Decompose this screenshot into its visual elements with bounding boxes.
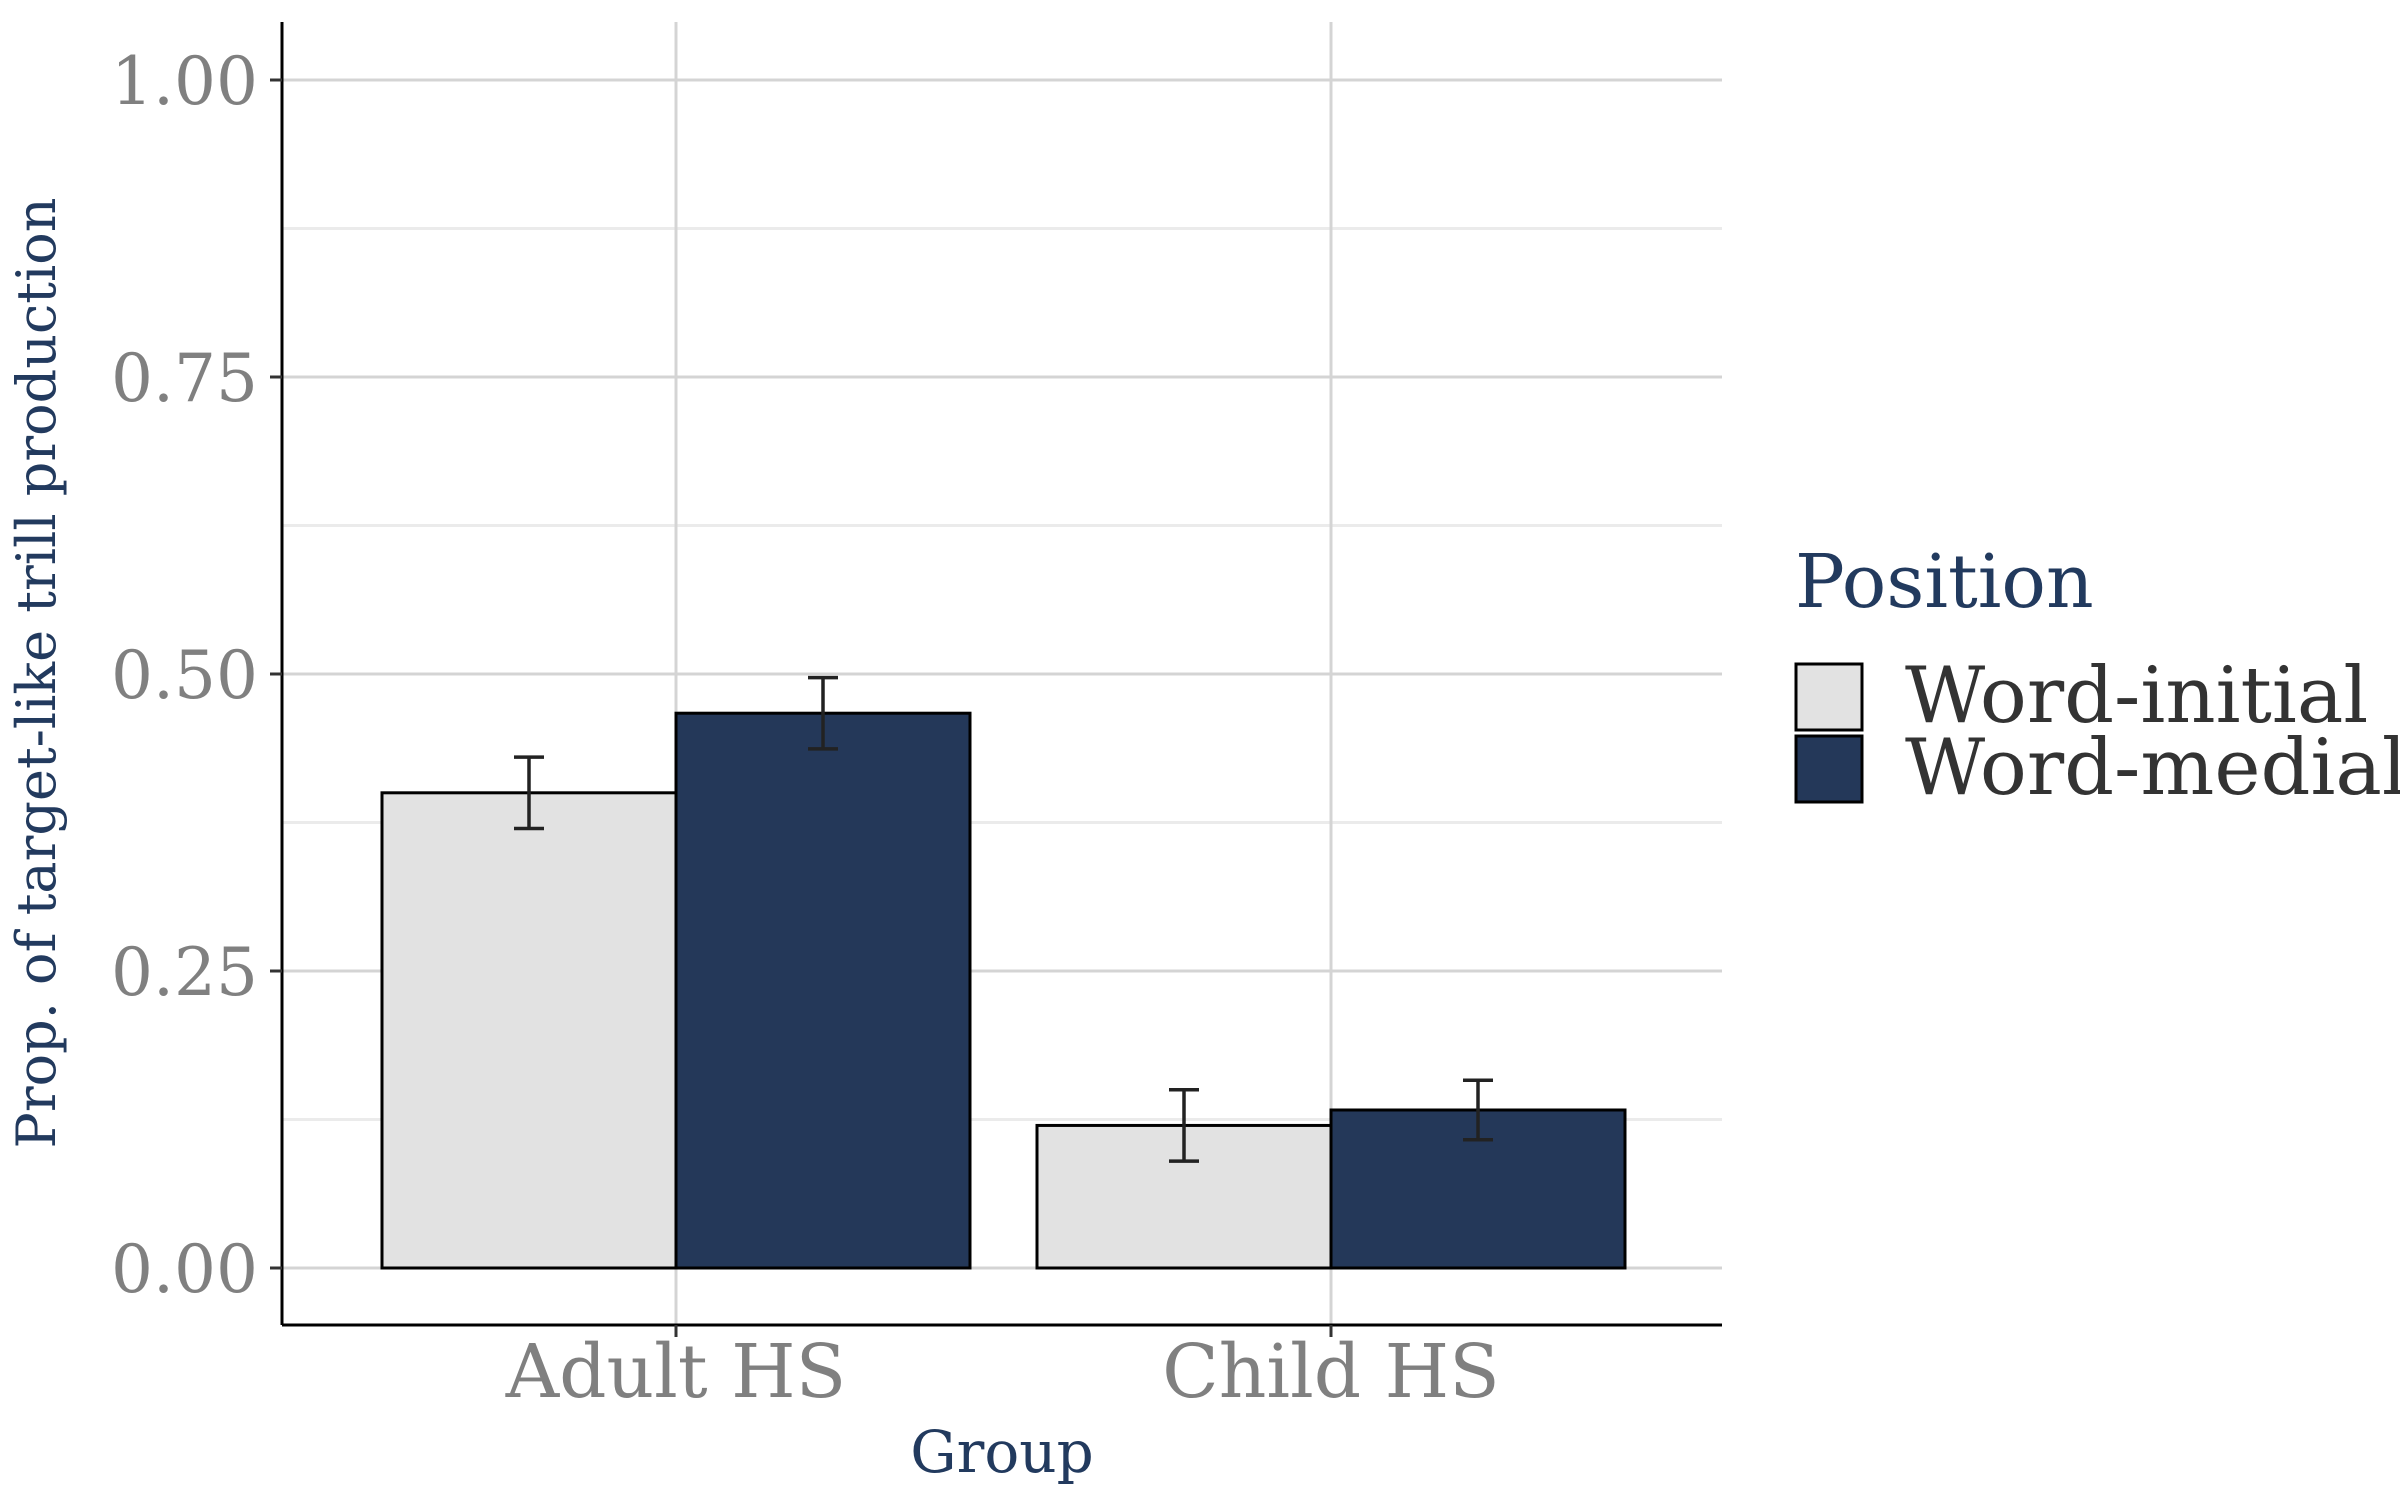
y-tick-label: 0.00 [111, 1231, 258, 1308]
x-axis-title: Group [910, 1418, 1093, 1486]
legend-title: Position [1795, 539, 2094, 625]
bar-word-medial-adult-hs [674, 711, 972, 1270]
y-tick-label: 0.75 [111, 340, 258, 417]
x-tick-label: Child HS [1162, 1329, 1500, 1415]
x-tick-label: Adult HS [505, 1329, 847, 1415]
x-tick-labels: Adult HS Child HS [505, 1325, 1500, 1415]
legend-label-word-medial: Word-medial [1905, 723, 2400, 813]
error-bar [1463, 1078, 1493, 1142]
legend-label-word-initial: Word-initial [1905, 651, 2368, 741]
error-bar [808, 675, 838, 751]
y-tick-label: 0.25 [111, 934, 258, 1011]
bar-word-initial-adult-hs [380, 791, 678, 1270]
y-tick-label: 0.50 [111, 637, 258, 714]
y-tick-label: 1.00 [111, 43, 258, 120]
y-tick-labels: 0.00 0.25 0.50 0.75 1.00 [111, 43, 282, 1308]
legend-swatch-word-initial [1794, 662, 1864, 732]
legend: Position Word-initial Word-medial [1794, 539, 2400, 813]
bars [380, 711, 1627, 1270]
legend-swatch-word-medial [1794, 734, 1864, 804]
error-bars [514, 675, 1493, 1163]
error-bar [1169, 1088, 1199, 1163]
y-axis-title: Prop. of target-like trill production [5, 197, 68, 1148]
error-bar [514, 755, 544, 831]
legend-item-word-medial: Word-medial [1794, 723, 2400, 813]
legend-item-word-initial: Word-initial [1794, 651, 2368, 741]
